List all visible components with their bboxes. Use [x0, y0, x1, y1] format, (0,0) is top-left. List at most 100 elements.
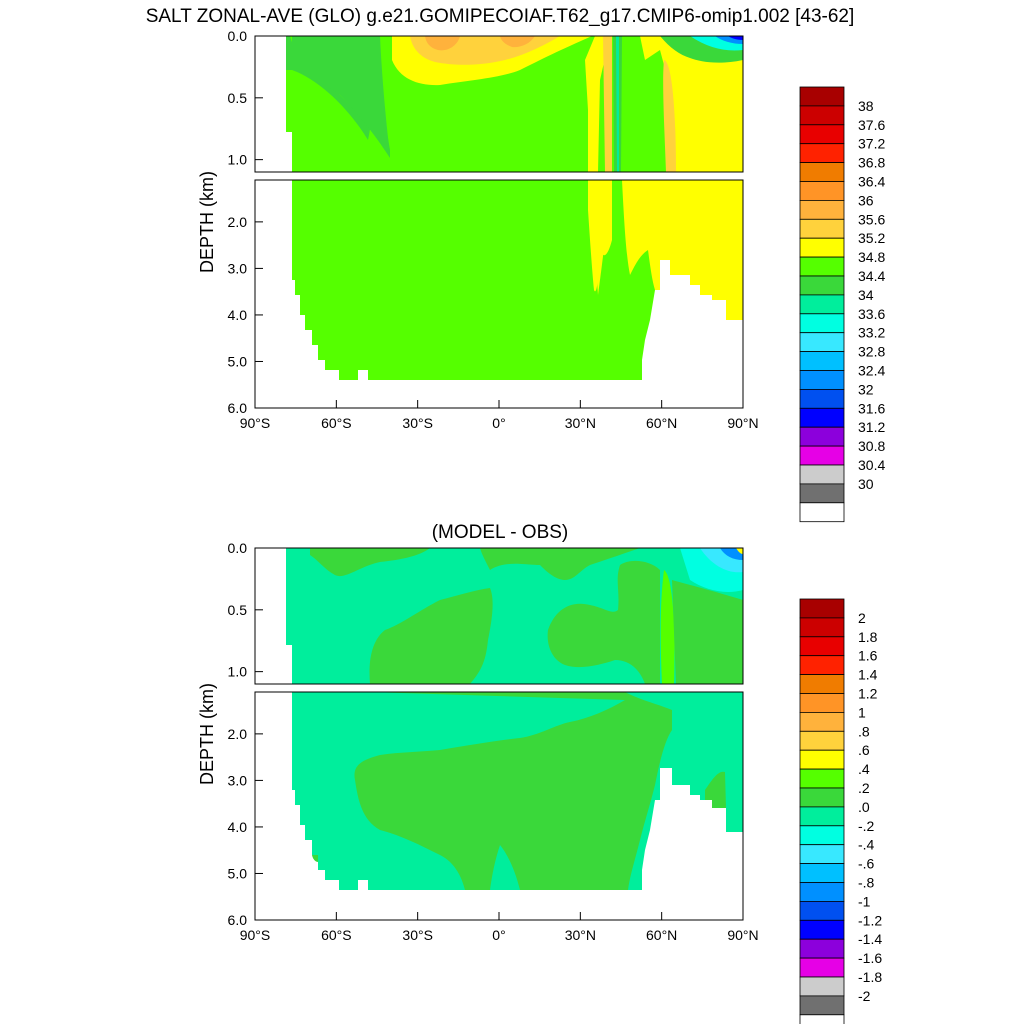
difference-colorbar-label: 2 — [858, 610, 866, 626]
salinity-colorbar-box — [799, 86, 845, 107]
salinity-xtick-label: 90°N — [727, 415, 758, 431]
difference-xtick-label: 90°S — [240, 927, 271, 943]
salinity-colorbar-label: 35.2 — [858, 230, 885, 246]
salinity-colorbar-label: 33.2 — [858, 325, 885, 341]
salinity-colorbar-box — [799, 256, 845, 277]
salinity-lower-ytick-label: 4.0 — [228, 307, 248, 323]
difference-lower-ytick-label: 3.0 — [228, 772, 248, 788]
salinity-colorbar-label: 32 — [858, 381, 874, 397]
salinity-colorbar-box — [799, 445, 845, 466]
diff-field-pos-np — [660, 570, 675, 684]
salinity-xtick-label: 30°S — [402, 415, 433, 431]
salinity-colorbar-label: 34 — [858, 287, 874, 303]
salinity-field-35.6 — [425, 36, 460, 51]
salinity-colorbar-label: 34.8 — [858, 249, 885, 265]
salinity-colorbar-box — [799, 351, 845, 371]
salinity-colorbar-box — [799, 143, 845, 163]
salinity-lower-ytick-label: 2.0 — [228, 214, 248, 230]
salinity-colorbar-box — [799, 237, 845, 258]
diff-field-neg-arctic-c — [720, 548, 743, 560]
salinity-colorbar-box — [799, 483, 845, 504]
salinity-field-34.0-south — [286, 36, 390, 158]
difference-xtick-label: 30°S — [402, 927, 433, 943]
salinity-colorbar-box — [799, 275, 845, 296]
difference-upper-ytick-label: 1.0 — [228, 664, 248, 680]
difference-colorbar-box — [799, 976, 845, 997]
salinity-xtick-label: 0° — [492, 415, 505, 431]
difference-colorbar-label: -.8 — [858, 875, 875, 891]
difference-lower-ytick-label: 5.0 — [228, 865, 248, 881]
salinity-upper-ytick-label: 1.0 — [228, 152, 248, 168]
diff-field-deep-pos-sw — [312, 855, 318, 862]
difference-colorbar-box — [799, 995, 845, 1016]
salinity-panel: 0.0 0.5 1.0 2.0 3.0 4.0 5.0 6.090°S 60°S 30°S 0° 30… — [197, 28, 759, 431]
difference-colorbar-box — [799, 863, 845, 883]
salinity-colorbar-box — [799, 370, 845, 390]
difference-xtick-label: 0° — [492, 927, 505, 943]
salinity-field-arctic-31 — [728, 36, 743, 40]
salinity-colorbar-label: 32.8 — [858, 344, 885, 360]
salinity-xtick-label: 30°N — [565, 415, 596, 431]
salinity-field-35.6-b — [500, 36, 535, 48]
salinity-colorbar-label: 37.2 — [858, 136, 885, 152]
difference-lower-fields — [292, 692, 743, 890]
salinity-field-34.0-south-b — [292, 36, 390, 157]
salinity-colorbar-label: 36.8 — [858, 155, 885, 171]
difference-colorbar-box — [799, 730, 845, 751]
salinity-upper-fields — [286, 36, 743, 172]
salinity-colorbar-box — [799, 407, 845, 428]
diff-field-pos-surface — [310, 548, 430, 577]
difference-colorbar-box — [799, 768, 845, 789]
salinity-field-34.8-deep-c — [594, 180, 605, 295]
difference-colorbar-box — [799, 674, 845, 694]
salinity-xtick-label: 60°S — [321, 415, 352, 431]
difference-colorbar-box — [799, 806, 845, 827]
difference-colorbar-box — [799, 749, 845, 770]
difference-upper-fields — [286, 548, 743, 684]
salinity-colorbar-label: 31.2 — [858, 419, 885, 435]
difference-colorbar-box — [799, 844, 845, 865]
difference-colorbar-label: -1 — [858, 893, 871, 909]
salinity-lower-ytick-label: 5.0 — [228, 353, 248, 369]
difference-colorbar-box — [799, 655, 845, 676]
difference-colorbar-label: -2 — [858, 988, 871, 1004]
salinity-field-34.8-deep-b — [622, 180, 743, 320]
difference-panel: 0.0 0.5 1.0 2.0 3.0 4.0 5.0 6.090°S 60°S 30°S 0° 30… — [197, 540, 759, 943]
salinity-upper-frame — [254, 35, 744, 173]
salinity-colorbar-label: 30.4 — [858, 457, 885, 473]
difference-colorbar-label: 1.6 — [858, 648, 878, 664]
difference-lower-ytick-label: 6.0 — [228, 912, 248, 928]
difference-panel-title: (MODEL - OBS) — [431, 522, 569, 543]
salinity-colorbar-label: 38 — [858, 98, 874, 114]
difference-colorbar-label: .8 — [858, 723, 870, 739]
salinity-axes: 0.0 0.5 1.0 2.0 3.0 4.0 5.0 6.090°S 60°S 30°S 0° 30… — [197, 28, 759, 431]
difference-colorbar-box — [799, 882, 845, 902]
difference-lower-ytick-label: 2.0 — [228, 726, 248, 742]
difference-colorbar-label: 1.2 — [858, 686, 878, 702]
salinity-field-33.6-strip — [616, 36, 619, 172]
salinity-colorbar-box — [799, 181, 845, 201]
difference-colorbar-label: .0 — [858, 799, 870, 815]
difference-upper-ytick-label: 0.0 — [228, 540, 248, 556]
difference-colorbar-box — [799, 825, 845, 846]
difference-colorbar-label: -.2 — [858, 818, 875, 834]
difference-colorbar-label: 1.8 — [858, 629, 878, 645]
salinity-field-35.2-np — [663, 60, 676, 172]
difference-colorbar: 21.81.61.41.21.8.6.4.2.0-.2-.4-.6-.8-1-1… — [799, 598, 882, 1029]
salinity-colorbar-label: 35.6 — [858, 211, 885, 227]
diff-field-deep-pos — [354, 692, 672, 890]
difference-colorbar-label: 1.4 — [858, 667, 878, 683]
salinity-colorbar-label: 36.4 — [858, 174, 885, 190]
difference-xtick-label: 60°N — [646, 927, 677, 943]
salinity-colorbar-label: 37.6 — [858, 117, 885, 133]
difference-colorbar-label: -1.8 — [858, 969, 882, 985]
salinity-upper-ytick-label: 0.0 — [228, 28, 248, 44]
salinity-colorbar: 38 37.6 37.2 36.8 36.4 36 35.6 35.2 34.8 34.4 34 33… — [799, 86, 885, 523]
diff-field-pos-mid — [480, 548, 640, 580]
difference-colorbar-box — [799, 617, 845, 638]
difference-colorbar-box — [799, 712, 845, 732]
difference-ylabel: DEPTH (km) — [197, 683, 217, 785]
diff-field-deep-pos-right — [705, 771, 726, 808]
